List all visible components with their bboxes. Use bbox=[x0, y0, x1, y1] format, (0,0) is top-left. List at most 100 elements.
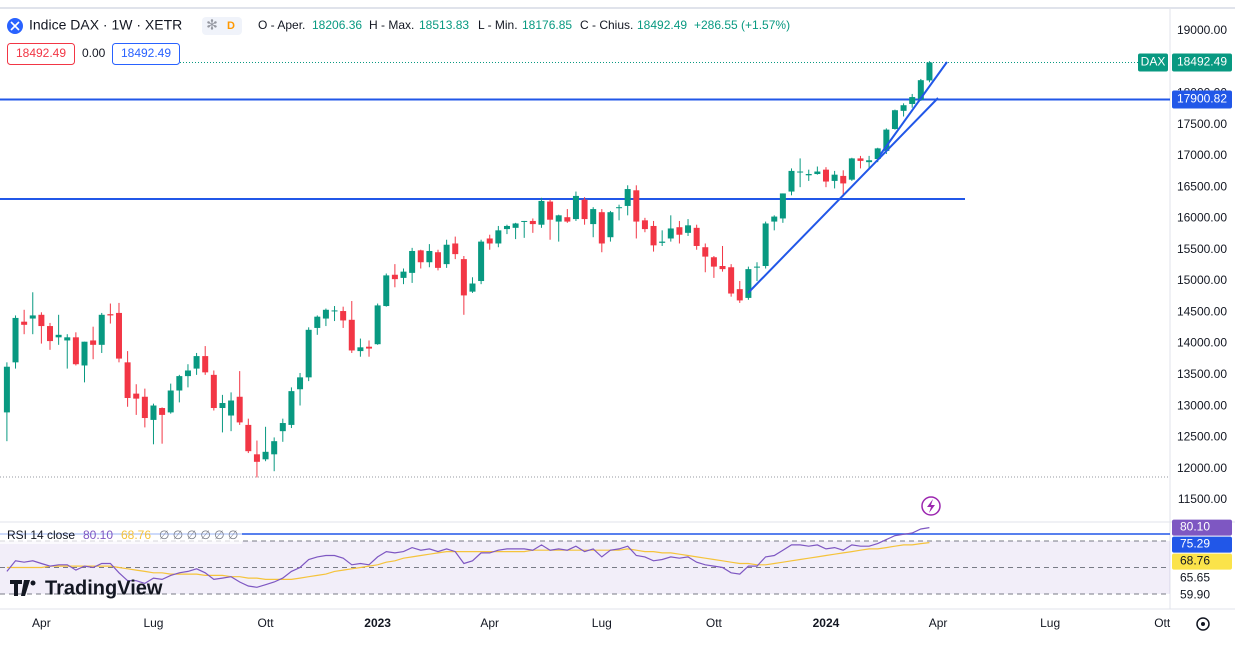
x-tick-label: Apr bbox=[929, 616, 948, 630]
candle-body bbox=[271, 441, 278, 455]
sell-box[interactable] bbox=[7, 43, 75, 65]
candle-body bbox=[616, 207, 623, 209]
candle-body bbox=[383, 275, 390, 307]
y-tick-label: 14500.00 bbox=[1177, 304, 1227, 318]
candle-body bbox=[503, 225, 510, 230]
candle-body bbox=[219, 403, 226, 409]
candle-body bbox=[417, 250, 424, 263]
candle-body bbox=[21, 321, 28, 325]
candle-body bbox=[348, 319, 355, 351]
plot bbox=[0, 61, 1170, 595]
candle-body bbox=[788, 170, 795, 192]
candle-body bbox=[12, 317, 19, 363]
y-tick-label: 15000.00 bbox=[1177, 273, 1227, 287]
candle-body bbox=[314, 316, 321, 328]
y-tick-label: 19000.00 bbox=[1177, 23, 1227, 37]
candle-body bbox=[150, 405, 157, 420]
candle-body bbox=[590, 209, 597, 225]
candle-body bbox=[822, 169, 829, 182]
candle-body bbox=[685, 225, 692, 233]
candle-body bbox=[253, 454, 260, 462]
x-tick-label: Ott bbox=[1154, 616, 1171, 630]
buy-box[interactable] bbox=[112, 43, 180, 65]
ohlc-label: O - Aper. bbox=[258, 18, 305, 32]
candle-body bbox=[667, 228, 674, 239]
candle-body bbox=[650, 225, 657, 246]
candle-body bbox=[883, 129, 890, 151]
rsi-legend-ma: 68.76 bbox=[121, 528, 151, 542]
candle-body bbox=[805, 174, 812, 176]
y-tick-label: 14000.00 bbox=[1177, 336, 1227, 350]
candle-body bbox=[98, 314, 105, 345]
candle-body bbox=[228, 400, 235, 416]
candle-body bbox=[814, 171, 821, 175]
candle-body bbox=[322, 309, 329, 319]
candle-body bbox=[486, 238, 493, 244]
candle-body bbox=[115, 312, 122, 359]
settings-icon[interactable] bbox=[1196, 617, 1210, 631]
candle-body bbox=[374, 305, 381, 345]
candle-body bbox=[745, 269, 752, 298]
candle-body bbox=[693, 227, 700, 246]
candle-body bbox=[409, 250, 416, 273]
y-tick-label: 17000.00 bbox=[1177, 148, 1227, 162]
trendline bbox=[747, 97, 939, 294]
candle-body bbox=[193, 356, 200, 369]
candle-body bbox=[400, 271, 407, 278]
last-price-label: 18492.49 bbox=[1177, 55, 1227, 69]
sell-price: 18492.49 bbox=[16, 46, 66, 60]
candle-body bbox=[3, 366, 10, 413]
rsi-label: 65.65 bbox=[1180, 571, 1210, 585]
candle-body bbox=[245, 424, 252, 452]
symbol-badge-bg bbox=[1138, 53, 1168, 72]
ohlc-label: C - Chius. bbox=[580, 18, 633, 32]
candle-body bbox=[184, 370, 191, 377]
rsi-label: 59.90 bbox=[1180, 588, 1210, 602]
rsi-legend-bg bbox=[0, 528, 242, 544]
x-tick-label: Apr bbox=[480, 616, 499, 630]
candle-body bbox=[529, 220, 536, 225]
level-box bbox=[1172, 90, 1232, 109]
candle-body bbox=[47, 326, 54, 342]
x-tick-label: 2023 bbox=[364, 616, 391, 630]
candle-body bbox=[29, 315, 36, 319]
candle-body bbox=[124, 362, 131, 399]
candle-body bbox=[331, 310, 338, 312]
candle-body bbox=[176, 376, 183, 391]
candle-body bbox=[555, 215, 562, 222]
candle-body bbox=[659, 241, 666, 243]
y-tick-label: 15500.00 bbox=[1177, 242, 1227, 256]
change: +286.55 (+1.57%) bbox=[694, 18, 790, 32]
rsi-label: 68.76 bbox=[1180, 554, 1210, 568]
candle-body bbox=[279, 423, 286, 432]
candle-body bbox=[426, 250, 433, 263]
symbol-icon-x bbox=[10, 21, 20, 31]
candle-body bbox=[452, 243, 459, 255]
candle-body bbox=[107, 314, 114, 316]
candle-body bbox=[917, 80, 924, 100]
candle-body bbox=[202, 356, 209, 373]
candle-body bbox=[891, 110, 898, 129]
logo: TradingView bbox=[45, 577, 163, 599]
header-bg bbox=[0, 12, 800, 40]
candle-body bbox=[728, 267, 735, 294]
badge-bg bbox=[202, 17, 242, 35]
badge-icon: ✻ bbox=[206, 17, 218, 33]
candle-body bbox=[460, 259, 467, 296]
x-tick-label: Apr bbox=[32, 616, 51, 630]
x-tick-label: Ott bbox=[706, 616, 723, 630]
candle-body bbox=[736, 289, 743, 301]
candle-body bbox=[297, 377, 304, 390]
candle-body bbox=[210, 374, 217, 409]
candle-body bbox=[538, 200, 545, 225]
trendline bbox=[879, 61, 948, 156]
y-tick-label: 16000.00 bbox=[1177, 211, 1227, 225]
ohlc-label: H - Max. bbox=[369, 18, 414, 32]
candle-body bbox=[521, 220, 528, 222]
candle-body bbox=[340, 311, 347, 321]
last-price-box bbox=[1172, 53, 1232, 72]
candle-body bbox=[288, 391, 295, 425]
candle-body bbox=[900, 105, 907, 111]
candle-body bbox=[797, 171, 804, 173]
candle-body bbox=[495, 230, 502, 244]
